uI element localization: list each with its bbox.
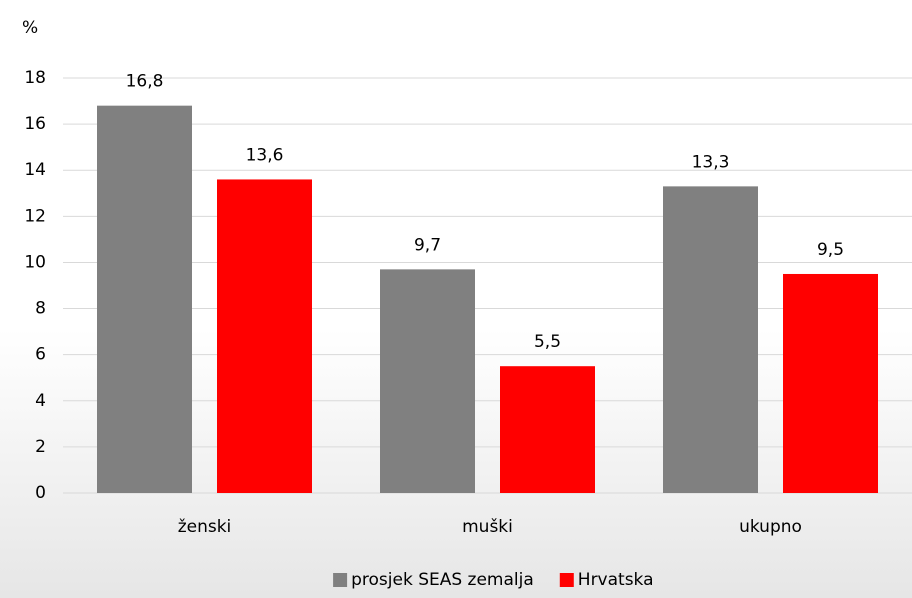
bar xyxy=(217,179,312,493)
value-label: 13,3 xyxy=(692,152,730,172)
legend-swatch xyxy=(559,573,574,587)
value-label: 16,8 xyxy=(126,72,164,92)
y-unit-label: % xyxy=(22,18,38,38)
bar xyxy=(783,273,878,493)
value-label: 5,5 xyxy=(534,332,561,352)
legend-label: prosjek SEAS zemalja xyxy=(351,570,534,590)
value-label: 13,6 xyxy=(246,145,284,165)
y-tick-label: 18 xyxy=(24,68,46,88)
bar xyxy=(97,105,192,494)
x-tick-label: ženski xyxy=(178,517,232,537)
bar xyxy=(500,366,595,493)
x-tick-label: muški xyxy=(462,517,513,537)
legend-label: Hrvatska xyxy=(578,570,654,590)
y-tick-label: 6 xyxy=(35,345,46,365)
bar xyxy=(663,186,758,493)
y-tick-label: 16 xyxy=(24,114,46,134)
legend-swatch xyxy=(333,573,348,587)
y-tick-label: 14 xyxy=(24,160,46,180)
bar xyxy=(380,269,475,493)
y-tick-label: 8 xyxy=(35,299,46,319)
x-tick-label: ukupno xyxy=(739,517,802,537)
value-label: 9,7 xyxy=(414,235,441,255)
value-label: 9,5 xyxy=(817,240,844,260)
y-tick-label: 4 xyxy=(35,391,46,411)
y-tick-label: 12 xyxy=(24,206,46,226)
y-tick-label: 10 xyxy=(24,252,46,272)
y-tick-label: 2 xyxy=(35,437,46,457)
y-tick-label: 0 xyxy=(35,483,46,503)
